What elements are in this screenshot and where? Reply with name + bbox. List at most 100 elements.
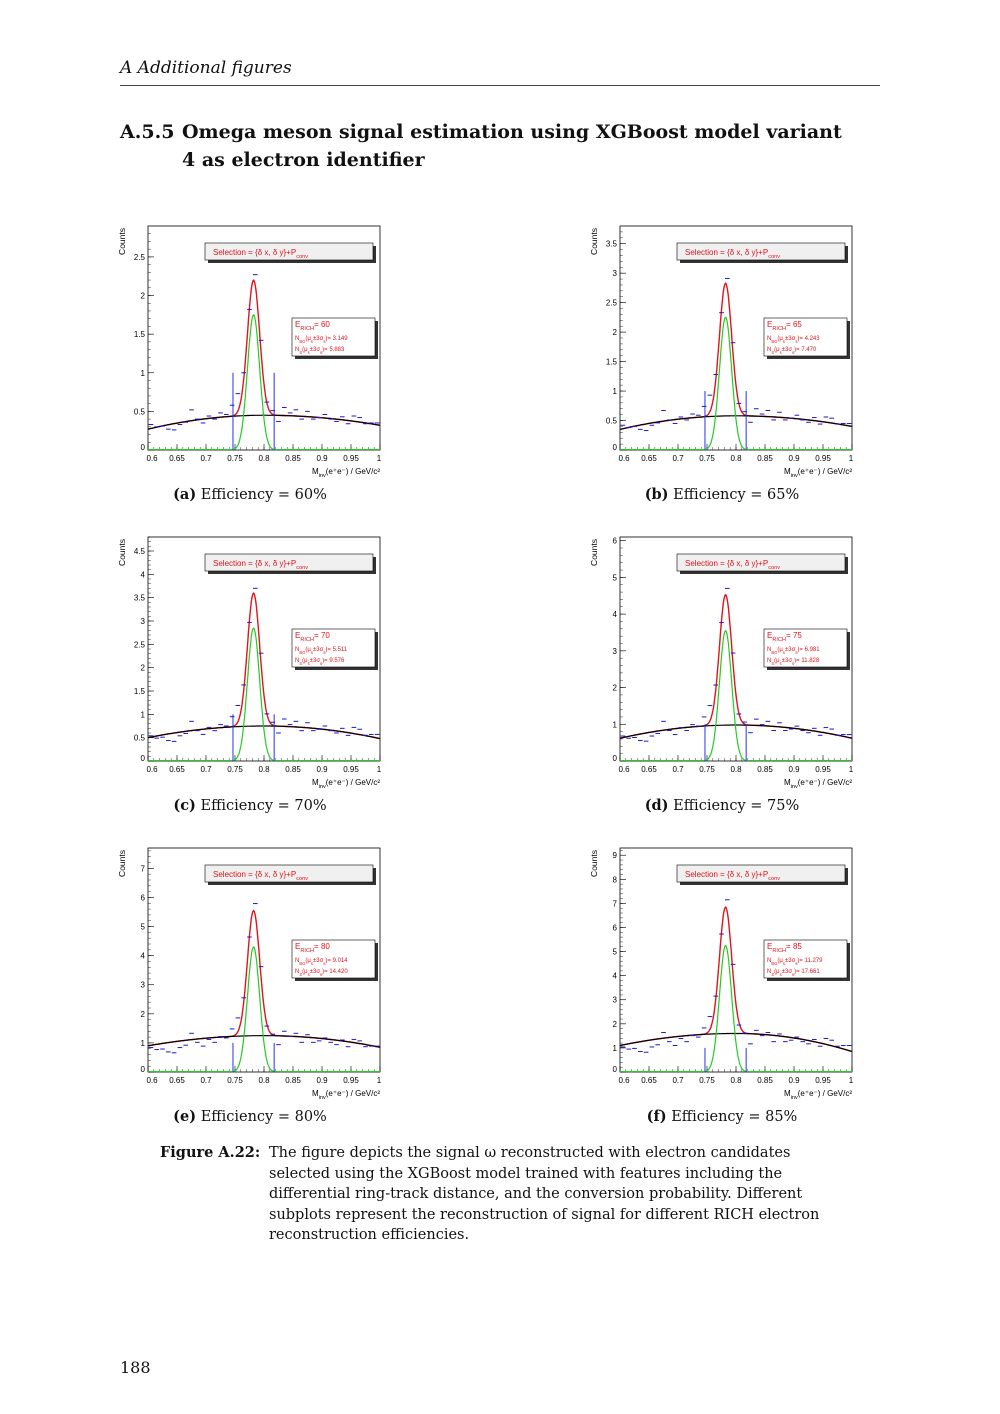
signal-fit-curve xyxy=(232,314,274,451)
selection-box xyxy=(204,864,374,883)
y-tick-label: 4 xyxy=(141,952,146,961)
text-part: (μ xyxy=(305,336,311,342)
chart-svg: 0 0.5 1 1.5 2 2.5 0.6 0.65 0.7 0.75 0.8 0.85 0.9 0.95… xyxy=(117,225,382,479)
stats-box xyxy=(291,939,376,979)
text-part: conv xyxy=(296,254,308,260)
y-axis-label: Counts xyxy=(589,539,599,566)
text-part: ±3σ xyxy=(782,347,793,353)
y-tick-label: 2.5 xyxy=(606,299,618,308)
y-tick-label: 5 xyxy=(613,948,618,957)
text-part: s xyxy=(320,350,322,355)
y-tick-label: 1 xyxy=(613,387,618,396)
figure-caption: Figure A.22: The figure depicts the sign… xyxy=(160,1143,850,1246)
text-part: S xyxy=(771,661,774,666)
subfigure-label: (d) xyxy=(644,797,669,814)
text-part: ±3σ xyxy=(782,969,793,975)
text-part: BG xyxy=(771,339,777,344)
text-part: (μ xyxy=(774,658,780,664)
chart-f: 0 1 2 3 4 5 6 7 8 9 0.6 0.65 0.7 0.75 0.8 0.85 0.9 0.95 1 C… xyxy=(587,840,857,1102)
text-part: )= xyxy=(797,958,804,964)
x-tick-label: 0.9 xyxy=(316,765,328,774)
text-part: RICH xyxy=(772,948,786,954)
selection-box xyxy=(204,242,374,261)
stats-box xyxy=(763,317,848,357)
text-part: ±3σ xyxy=(310,347,321,353)
x-tick-label: 0.85 xyxy=(757,765,773,774)
x-tick-label: 0.7 xyxy=(200,1076,212,1085)
figure-label: Figure A.22: xyxy=(160,1144,261,1161)
x-tick-label: 0.7 xyxy=(672,1076,684,1085)
chart-svg: 0 1 2 3 4 5 6 7 0.6 0.65 0.7 0.75 0.8 0.85 0.9 0.95 1 Cou… xyxy=(117,847,382,1101)
x-axis-label: Minv(e⁺e⁻) / GeV/c² xyxy=(784,1089,852,1101)
y-tick-label: 0.5 xyxy=(134,407,146,416)
y-tick-label: 0.5 xyxy=(606,417,618,426)
signal-count-stat: NS(μs±3σs)= 7.470 xyxy=(767,347,817,355)
y-tick-label: 3.5 xyxy=(606,240,618,249)
x-tick-label: 0.7 xyxy=(200,454,212,463)
x-tick-label: 0.95 xyxy=(343,765,359,774)
chart-e: 0 1 2 3 4 5 6 7 0.6 0.65 0.7 0.75 0.8 0.85 0.9 0.95 1 Cou… xyxy=(115,840,385,1102)
text-part: )= xyxy=(325,958,332,964)
y-tick-label: 3.5 xyxy=(134,594,146,603)
x-tick-label: 0.75 xyxy=(699,765,715,774)
text-part: 7.470 xyxy=(801,347,817,353)
text-part: s xyxy=(783,339,785,344)
x-tick-label: 0.85 xyxy=(757,454,773,463)
x-tick-label: 0.7 xyxy=(672,454,684,463)
chart-svg: 0 0.5 1 1.5 2 2.5 3 3.5 0.6 0.65 0.7 0.75 0.8 0.85 0.9… xyxy=(589,225,854,479)
text-part: = xyxy=(314,320,321,329)
text-part: 70 xyxy=(321,631,330,640)
efficiency-stat: ERICH= 65 xyxy=(767,320,802,332)
text-part: (μ xyxy=(777,647,783,653)
background-fit-curve xyxy=(619,1032,853,1053)
text-part: ±3σ xyxy=(310,658,321,664)
selection-box xyxy=(204,553,374,572)
text-part: s xyxy=(311,961,313,966)
text-part: s xyxy=(311,339,313,344)
x-tick-label: 0.7 xyxy=(200,765,212,774)
running-header: A Additional figures xyxy=(120,58,292,78)
chart-d: 0 1 2 3 4 5 6 0.6 0.65 0.7 0.75 0.8 0.85 0.9 0.95 1 Coun… xyxy=(587,529,857,791)
text-part: N xyxy=(295,647,299,653)
text-part: N xyxy=(767,347,771,353)
y-tick-label: 2.5 xyxy=(134,253,146,262)
text-part: BG xyxy=(771,961,777,966)
text-part: s xyxy=(780,972,782,977)
subfigure-caption: (e) Efficiency = 80% xyxy=(120,1108,380,1125)
subfigure-text: Efficiency = 70% xyxy=(200,798,327,814)
efficiency-stat: ERICH= 75 xyxy=(767,631,802,643)
text-part: conv xyxy=(296,876,308,882)
x-tick-label: 0.65 xyxy=(641,1076,657,1085)
signal-count-stat: NS(μs±3σs)= 9.576 xyxy=(295,658,345,666)
y-tick-label: 1 xyxy=(141,710,146,719)
text-part: N xyxy=(767,969,771,975)
text-part: (e⁺e⁻) / GeV/c² xyxy=(326,778,381,787)
text-part: )= xyxy=(322,969,329,975)
background-count-stat: NBG(μs±3σs)= 11.279 xyxy=(767,958,823,966)
subfigure-text: Efficiency = 85% xyxy=(671,1109,798,1125)
text-part: M xyxy=(312,778,319,787)
x-tick-label: 0.95 xyxy=(815,765,831,774)
y-axis-label: Counts xyxy=(117,850,127,877)
x-axis-label: Minv(e⁺e⁻) / GeV/c² xyxy=(784,467,852,479)
x-tick-label: 0.85 xyxy=(285,454,301,463)
text-part: s xyxy=(792,350,794,355)
text-part: )= xyxy=(794,658,801,664)
text-part: (μ xyxy=(302,969,308,975)
text-part: )= xyxy=(794,347,801,353)
background-count-stat: NBG(μs±3σs)= 5.511 xyxy=(295,647,348,655)
x-tick-label: 0.65 xyxy=(169,765,185,774)
stats-box xyxy=(763,939,848,979)
text-part: N xyxy=(295,336,299,342)
x-tick-label: 0.75 xyxy=(699,1076,715,1085)
text-part: ±3σ xyxy=(313,336,324,342)
y-tick-label: 4 xyxy=(613,610,618,619)
signal-fit-curve xyxy=(704,316,746,451)
text-part: ±3σ xyxy=(785,958,796,964)
x-tick-label: 0.75 xyxy=(227,454,243,463)
text-part: E xyxy=(295,320,300,329)
x-tick-label: 0.8 xyxy=(730,454,742,463)
text-part: )= xyxy=(325,336,332,342)
subfigure-caption: (c) Efficiency = 70% xyxy=(120,797,380,814)
text-part: S xyxy=(771,350,774,355)
